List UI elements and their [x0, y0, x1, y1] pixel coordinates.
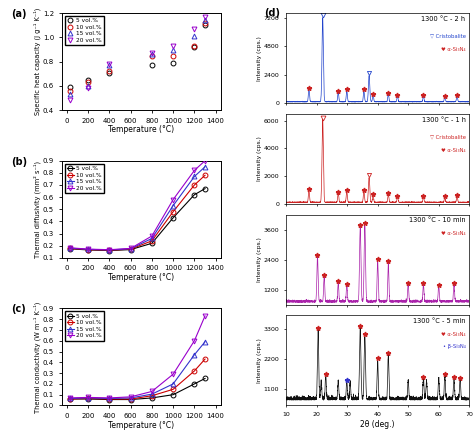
Y-axis label: Thermal diffusivity (mm² s⁻¹): Thermal diffusivity (mm² s⁻¹) — [34, 161, 41, 258]
Text: ♥ α-Si₃N₄: ♥ α-Si₃N₄ — [441, 148, 465, 153]
Text: 1300 °C - 1 h: 1300 °C - 1 h — [421, 116, 465, 123]
Text: (b): (b) — [10, 157, 27, 167]
Text: ▽ Cristobalite: ▽ Cristobalite — [429, 135, 465, 140]
Legend: 5 vol.%, 10 vol.%, 15 vol.%, 20 vol.%: 5 vol.%, 10 vol.%, 15 vol.%, 20 vol.% — [64, 311, 104, 341]
Text: (c): (c) — [10, 304, 26, 314]
Y-axis label: Intensity (cps.): Intensity (cps.) — [257, 338, 262, 383]
Y-axis label: Intensity (cps.): Intensity (cps.) — [257, 36, 262, 81]
Text: 1300 °C - 2 h: 1300 °C - 2 h — [421, 16, 465, 22]
Y-axis label: Intensity (cps.): Intensity (cps.) — [257, 136, 262, 181]
Text: 1300 °C - 10 min: 1300 °C - 10 min — [409, 218, 465, 223]
X-axis label: Temperature (°C): Temperature (°C) — [108, 125, 174, 134]
Text: ♥ α-Si₃N₄: ♥ α-Si₃N₄ — [441, 231, 465, 236]
Text: (d): (d) — [264, 8, 280, 18]
Text: (a): (a) — [10, 9, 26, 19]
Legend: 5 vol.%, 10 vol.%, 15 vol.%, 20 vol.%: 5 vol.%, 10 vol.%, 15 vol.%, 20 vol.% — [64, 164, 104, 193]
Text: ♥ α-Si₃N₄: ♥ α-Si₃N₄ — [441, 47, 465, 52]
X-axis label: Temperature (°C): Temperature (°C) — [108, 273, 174, 282]
Text: • β-Si₃N₄: • β-Si₃N₄ — [443, 344, 465, 349]
Text: ▽ Cristobalite: ▽ Cristobalite — [429, 34, 465, 39]
Y-axis label: Intensity (cps.): Intensity (cps.) — [257, 237, 262, 282]
Legend: 5 vol.%, 10 vol.%, 15 vol.%, 20 vol.%: 5 vol.%, 10 vol.%, 15 vol.%, 20 vol.% — [64, 16, 104, 45]
X-axis label: Temperature (°C): Temperature (°C) — [108, 420, 174, 429]
Y-axis label: Specific heat capacity (J g⁻¹ K⁻¹): Specific heat capacity (J g⁻¹ K⁻¹) — [34, 8, 41, 116]
Y-axis label: Thermal conductivity (W m⁻¹ K⁻¹): Thermal conductivity (W m⁻¹ K⁻¹) — [34, 301, 41, 412]
X-axis label: 2θ (deg.): 2θ (deg.) — [360, 420, 395, 429]
Text: ♥ α-Si₃N₄: ♥ α-Si₃N₄ — [441, 332, 465, 337]
Text: 1300 °C - 5 min: 1300 °C - 5 min — [413, 318, 465, 324]
